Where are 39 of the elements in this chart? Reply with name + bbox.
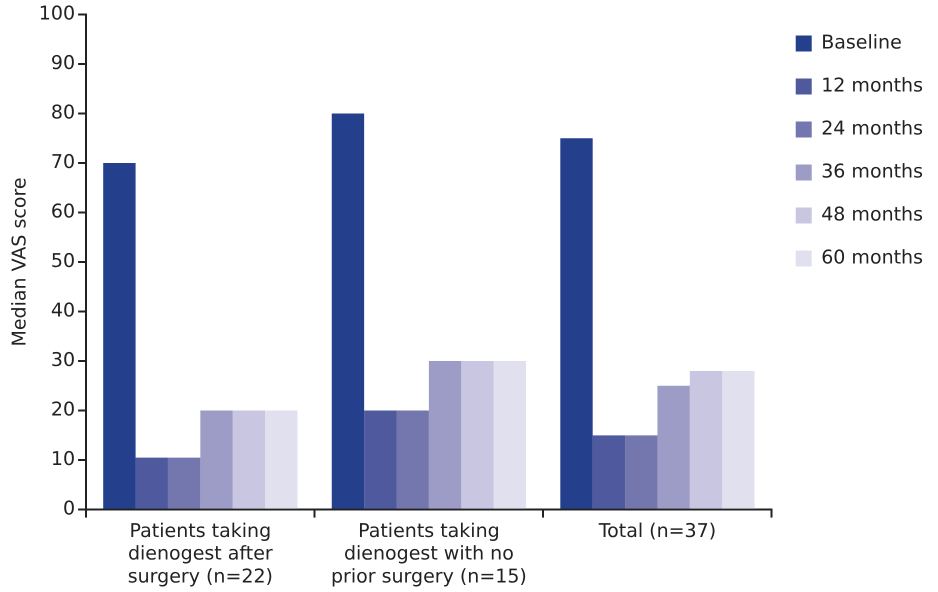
x-tick-label: Patients taking dienogest after surgery (n=22) xyxy=(128,520,273,588)
y-tick-label: 80 xyxy=(50,101,76,124)
bar xyxy=(168,458,200,509)
legend-label: 24 months xyxy=(821,117,924,140)
y-tick-label: 60 xyxy=(50,200,76,222)
bar xyxy=(657,386,690,509)
bar xyxy=(136,458,168,509)
legend-label: 36 months xyxy=(821,160,924,182)
bar xyxy=(396,410,429,509)
x-tick-label: Patients taking dienogest with no prior surgery (n=15) xyxy=(330,520,527,588)
bar xyxy=(103,162,136,509)
bar xyxy=(332,113,364,509)
y-axis-title: Median VAS score xyxy=(8,177,30,347)
y-tick-label: 50 xyxy=(50,250,76,272)
bar xyxy=(625,435,658,509)
legend-label: 60 months xyxy=(821,246,924,268)
bar xyxy=(560,138,593,509)
legend-label: Baseline xyxy=(821,31,902,54)
bar xyxy=(364,410,397,509)
bar xyxy=(232,410,266,509)
y-tick-label: 100 xyxy=(38,2,76,24)
bar xyxy=(494,361,526,509)
x-tick-label: Total (n=37) xyxy=(598,520,716,542)
y-tick-label: 10 xyxy=(50,448,76,470)
bar xyxy=(265,410,298,509)
y-tick-label: 40 xyxy=(50,299,76,322)
y-tick-label: 70 xyxy=(50,150,76,173)
bar xyxy=(461,361,494,509)
bar xyxy=(428,361,462,509)
legend-label: 48 months xyxy=(821,203,924,226)
y-tick-label: 30 xyxy=(50,348,76,371)
y-tick-label: 90 xyxy=(50,52,76,74)
bar xyxy=(592,435,626,509)
y-tick-label: 0 xyxy=(62,498,76,520)
bar xyxy=(722,370,755,509)
legend-label: 12 months xyxy=(821,74,924,96)
bar xyxy=(200,410,233,509)
bar xyxy=(690,370,722,509)
y-tick-label: 20 xyxy=(50,398,76,420)
